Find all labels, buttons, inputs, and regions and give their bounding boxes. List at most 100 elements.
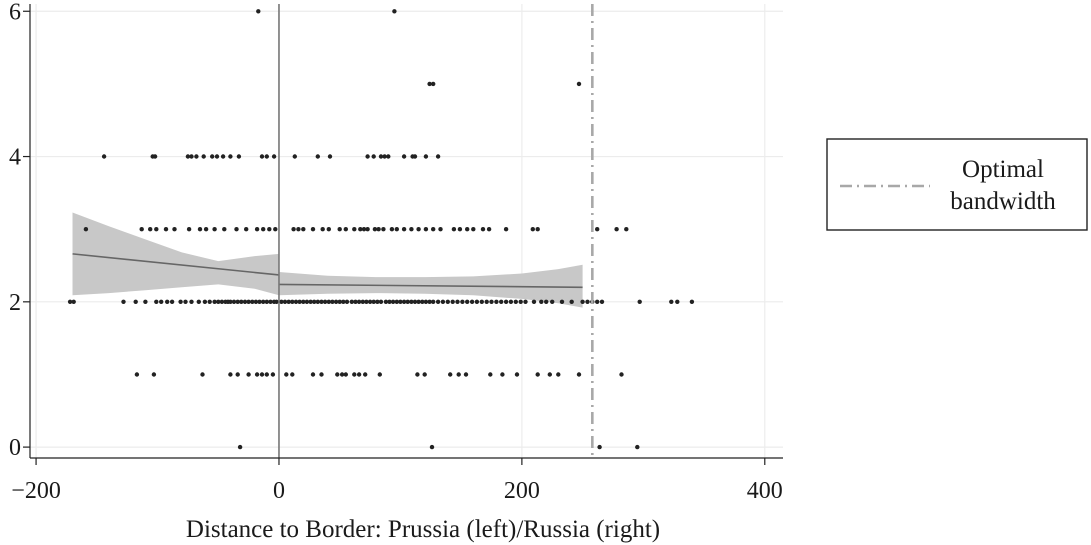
data-point bbox=[220, 154, 226, 159]
legend-label-optimal-bandwidth: Optimal bandwidth bbox=[950, 156, 1056, 215]
data-point bbox=[256, 9, 261, 14]
data-point bbox=[423, 299, 429, 304]
data-point bbox=[392, 9, 397, 14]
data-point bbox=[189, 154, 194, 159]
x-tick-label: −200 bbox=[11, 478, 61, 504]
data-point bbox=[416, 227, 421, 232]
data-points bbox=[67, 9, 695, 450]
data-point bbox=[344, 299, 350, 304]
data-point bbox=[282, 299, 288, 304]
data-point bbox=[320, 227, 325, 232]
data-point bbox=[183, 299, 188, 304]
data-point bbox=[286, 299, 291, 304]
fit-line bbox=[278, 283, 583, 289]
data-point bbox=[438, 227, 443, 232]
x-tick-label: 400 bbox=[747, 478, 783, 504]
data-point bbox=[381, 227, 386, 232]
data-point bbox=[244, 227, 249, 232]
confidence-band bbox=[72, 212, 279, 296]
data-point bbox=[401, 227, 407, 232]
data-point bbox=[457, 227, 463, 232]
data-point bbox=[330, 299, 335, 304]
data-point bbox=[308, 299, 313, 304]
data-point bbox=[523, 299, 528, 304]
confidence-bands bbox=[72, 212, 583, 308]
data-point bbox=[489, 299, 494, 304]
data-point bbox=[267, 227, 272, 232]
legend-label-line: Optimal bbox=[962, 156, 1044, 183]
data-point bbox=[343, 372, 348, 377]
data-point bbox=[301, 227, 306, 232]
data-point bbox=[185, 154, 191, 159]
data-point bbox=[341, 299, 346, 304]
data-point bbox=[474, 299, 480, 304]
data-point bbox=[423, 154, 429, 159]
data-point bbox=[431, 299, 436, 304]
data-point bbox=[337, 299, 342, 304]
data-point bbox=[339, 372, 345, 377]
data-point bbox=[200, 372, 205, 377]
data-point bbox=[585, 299, 590, 304]
data-point bbox=[377, 372, 382, 377]
data-point bbox=[152, 154, 158, 159]
data-point bbox=[535, 227, 540, 232]
fit-lines bbox=[72, 253, 583, 289]
data-point bbox=[71, 299, 76, 304]
data-point bbox=[301, 299, 306, 304]
data-point bbox=[264, 372, 269, 377]
data-point bbox=[242, 299, 248, 304]
data-point bbox=[202, 299, 208, 304]
data-point bbox=[297, 299, 302, 304]
data-point bbox=[315, 154, 320, 159]
data-point bbox=[376, 227, 381, 232]
data-point bbox=[237, 444, 243, 450]
data-point bbox=[595, 299, 600, 304]
data-point bbox=[416, 299, 421, 304]
data-point bbox=[214, 154, 220, 159]
data-point bbox=[291, 227, 296, 232]
data-point bbox=[319, 299, 324, 304]
data-point bbox=[576, 372, 582, 377]
data-point bbox=[484, 299, 489, 304]
data-point bbox=[212, 227, 217, 232]
data-point bbox=[513, 299, 518, 304]
data-point bbox=[445, 299, 450, 304]
data-point bbox=[264, 299, 269, 304]
data-point bbox=[635, 444, 640, 450]
data-point bbox=[154, 299, 159, 304]
data-point bbox=[293, 299, 299, 304]
data-point bbox=[356, 372, 362, 377]
data-point bbox=[518, 299, 523, 304]
data-point bbox=[363, 372, 368, 377]
data-point bbox=[327, 154, 333, 159]
data-point bbox=[216, 299, 221, 304]
data-point bbox=[349, 299, 354, 304]
data-point bbox=[203, 227, 209, 232]
data-point bbox=[254, 227, 260, 232]
data-point bbox=[499, 299, 504, 304]
data-point bbox=[372, 227, 378, 232]
data-point bbox=[365, 227, 370, 232]
data-point bbox=[273, 227, 278, 232]
data-point bbox=[212, 299, 217, 304]
legend: Optimal bandwidth bbox=[826, 138, 1088, 231]
data-point bbox=[371, 299, 376, 304]
data-point bbox=[231, 299, 237, 304]
data-point bbox=[544, 299, 549, 304]
data-point bbox=[375, 299, 380, 304]
data-point bbox=[556, 372, 561, 377]
data-point bbox=[360, 299, 365, 304]
data-point bbox=[186, 227, 192, 232]
data-point bbox=[239, 299, 244, 304]
data-point bbox=[228, 372, 233, 377]
data-point bbox=[194, 154, 199, 159]
y-tick-label: 2 bbox=[9, 290, 21, 316]
data-point bbox=[290, 372, 295, 377]
data-point bbox=[387, 299, 392, 304]
x-tick-label: 0 bbox=[273, 478, 285, 504]
data-point bbox=[83, 227, 89, 232]
data-point bbox=[423, 227, 429, 232]
data-point bbox=[409, 227, 414, 232]
data-point bbox=[503, 227, 509, 232]
data-point bbox=[268, 299, 273, 304]
